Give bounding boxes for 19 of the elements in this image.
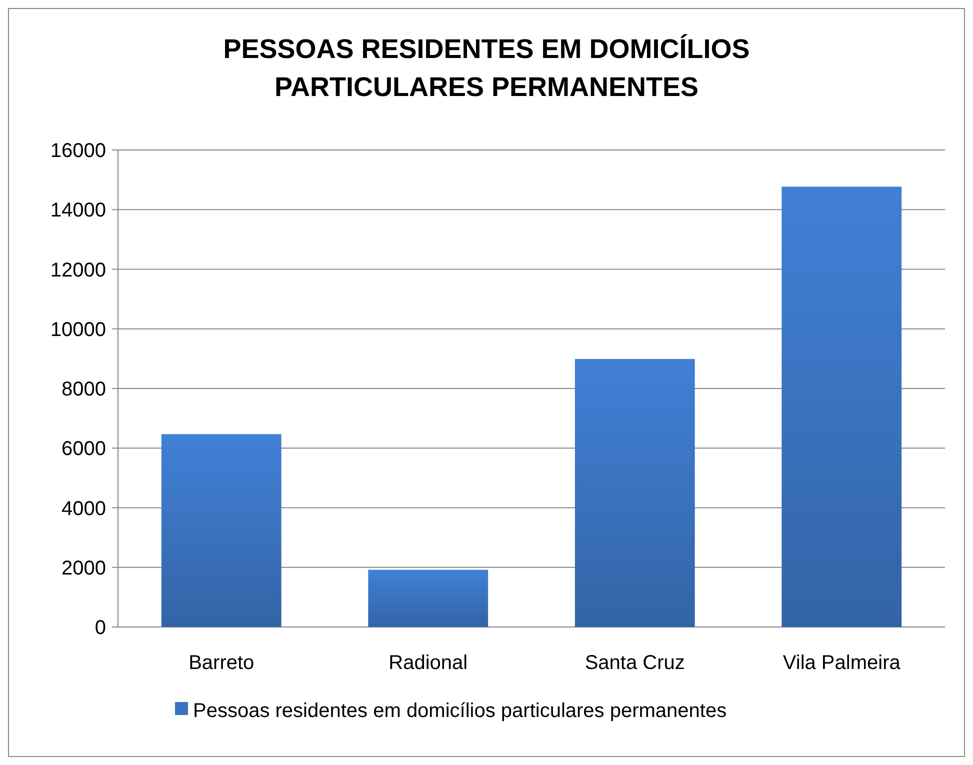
x-tick-label: Radional [388, 652, 468, 674]
y-tick-label: 14000 [50, 200, 106, 222]
x-tick-label: Barreto [188, 652, 254, 674]
y-tick-label: 16000 [50, 140, 106, 162]
y-tick-label: 4000 [62, 498, 106, 520]
y-tick-label: 8000 [62, 378, 106, 400]
y-tick-label: 6000 [62, 438, 106, 460]
bar [161, 434, 282, 627]
y-tick-label: 2000 [62, 557, 106, 580]
y-tick-label: 0 [94, 617, 106, 639]
y-tick-label: 12000 [50, 259, 106, 282]
x-tick-label: Santa Cruz [584, 652, 685, 674]
bar [368, 570, 488, 627]
x-tick-label: Vila Palmeira [782, 652, 902, 674]
bar [782, 186, 902, 627]
legend-label: Pessoas residentes em domicílios particulares permanentes [193, 700, 727, 722]
bar [574, 358, 695, 627]
y-tick-label: 10000 [50, 318, 106, 341]
chart-title: PESSOAS RESIDENTES EM DOMICÍLIOS PARTICULARES PERMANENTES [222, 33, 751, 104]
